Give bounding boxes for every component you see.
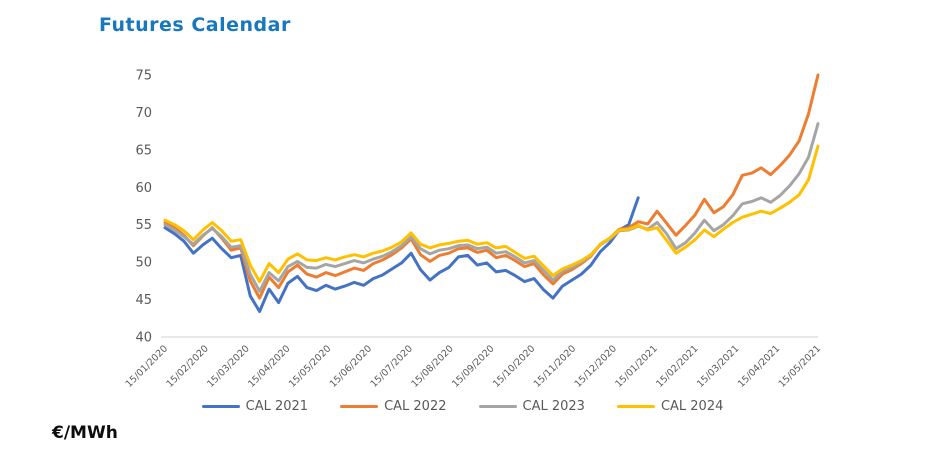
legend-marker <box>340 404 379 409</box>
y-tick-label: 55 <box>135 218 152 233</box>
chart-title: Futures Calendar <box>99 14 291 36</box>
legend-marker <box>201 404 240 409</box>
y-tick-label: 60 <box>135 181 152 196</box>
y-tick-label: 75 <box>135 69 152 84</box>
legend-marker <box>616 404 655 409</box>
x-tick-label: 15/04/2021 <box>736 343 783 390</box>
x-tick-label: 15/03/2021 <box>695 343 742 390</box>
legend-item-cal-2023: CAL 2023 <box>478 399 585 414</box>
y-tick-label: 65 <box>135 143 152 158</box>
legend-item-cal-2024: CAL 2024 <box>616 399 724 414</box>
x-tick-label: 15/03/2020 <box>205 343 252 390</box>
series-line-cal-2024 <box>163 144 820 284</box>
chart-legend: CAL 2021 CAL 2022 CAL 2023 CAL 2024 <box>0 399 925 414</box>
legend-label: CAL 2022 <box>384 399 447 414</box>
y-tick-label: 45 <box>135 293 152 308</box>
y-tick-label: 50 <box>135 256 152 271</box>
x-tick-label: 15/06/2020 <box>328 343 375 390</box>
unit-label: €/MWh <box>52 423 118 443</box>
y-tick-label: 40 <box>135 331 152 346</box>
x-tick-label: 15/09/2020 <box>450 343 497 390</box>
legend-item-cal-2021: CAL 2021 <box>201 399 309 414</box>
x-tick-label: 15/02/2020 <box>164 343 211 390</box>
series-line-cal-2021 <box>163 196 640 313</box>
series-line-cal-2022 <box>163 73 820 300</box>
x-tick-label: 15/01/2021 <box>613 343 660 390</box>
x-tick-label: 15/08/2020 <box>409 343 456 390</box>
x-tick-label: 15/05/2020 <box>287 343 334 390</box>
x-tick-label: 15/07/2020 <box>368 343 415 390</box>
x-tick-label: 15/02/2021 <box>654 343 701 390</box>
x-tick-label: 15/01/2020 <box>124 343 171 390</box>
legend-label: CAL 2024 <box>660 399 724 414</box>
x-tick-label: 15/10/2020 <box>491 343 538 390</box>
series-line-cal-2023 <box>163 122 820 293</box>
legend-marker <box>478 404 517 409</box>
x-tick-label: 15/05/2021 <box>777 343 824 390</box>
x-tick-label: 15/12/2020 <box>573 343 620 390</box>
legend-label: CAL 2021 <box>245 399 309 414</box>
legend-item-cal-2022: CAL 2022 <box>340 399 447 414</box>
legend-label: CAL 2023 <box>522 399 585 414</box>
x-tick-label: 15/04/2020 <box>246 343 293 390</box>
x-tick-label: 15/11/2020 <box>532 343 579 390</box>
y-tick-label: 70 <box>135 106 152 121</box>
